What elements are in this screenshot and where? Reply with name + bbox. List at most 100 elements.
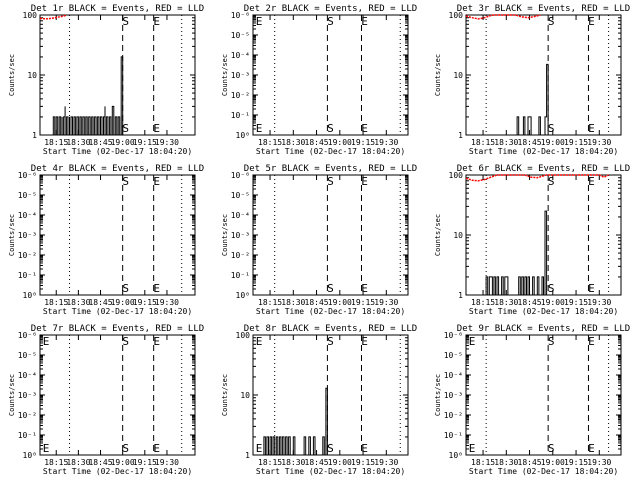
marker-label-bottom: E — [361, 442, 368, 455]
x-tick-label: 19:30 — [374, 138, 398, 147]
y-tick-label: 10⁰ — [449, 451, 463, 460]
y-tick-label: 10⁻⁶ — [231, 11, 250, 20]
marker-label-top: S — [122, 175, 129, 188]
x-tick-label: 19:30 — [374, 458, 398, 467]
y-axis-label: Counts/sec — [434, 54, 442, 96]
panel-title: Det 4r BLACK = Events, RED = LLD — [31, 164, 204, 174]
marker-label-top: E — [153, 335, 160, 348]
x-tick-label: 18:45 — [305, 458, 329, 467]
x-tick-label: 19:15 — [351, 138, 375, 147]
panel-title: Det 6r BLACK = Events, RED = LLD — [457, 164, 630, 174]
x-tick-label: 19:30 — [155, 458, 179, 467]
x-tick-label: 19:00 — [541, 138, 565, 147]
series-events-line — [515, 63, 549, 136]
detector-panel-2: Det 2r BLACK = Events, RED = LLD 10⁰ 10⁻¹ 1… — [221, 4, 417, 156]
x-tick-label: 18:15 — [258, 458, 282, 467]
marker-label-bottom: E — [361, 282, 368, 295]
x-tick-label: 19:30 — [374, 298, 398, 307]
y-tick-label: 10⁻² — [18, 251, 37, 260]
y-axis-label: Counts/sec — [221, 214, 229, 256]
marker-label-bottom: S — [122, 282, 129, 295]
detector-panel-5: Det 5r BLACK = Events, RED = LLD 10⁰ 10⁻¹ 1… — [221, 164, 417, 316]
x-tick-label: 18:30 — [66, 458, 90, 467]
x-tick-label: 18:45 — [305, 138, 329, 147]
x-tick-label: 19:00 — [328, 298, 352, 307]
marker-label-bottom: E — [256, 442, 263, 455]
marker-label-bottom: S — [122, 442, 129, 455]
x-tick-label: 18:30 — [494, 458, 518, 467]
y-axis-label: Counts/sec — [221, 54, 229, 96]
y-tick-label: 10⁻² — [231, 91, 250, 100]
marker-label-top: S — [327, 175, 334, 188]
marker-label-top: E — [256, 15, 263, 28]
y-tick-label: 100 — [449, 11, 464, 20]
panel-title: Det 8r BLACK = Events, RED = LLD — [244, 324, 417, 334]
marker-label-bottom: E — [43, 442, 50, 455]
x-tick-label: 19:00 — [328, 458, 352, 467]
y-tick-label: 10 — [27, 71, 37, 80]
detector-panel-9: Det 9r BLACK = Events, RED = LLD 10⁰ 10⁻¹ 1… — [434, 324, 630, 476]
x-tick-label: 19:30 — [587, 458, 611, 467]
x-tick-label: 19:15 — [351, 458, 375, 467]
x-tick-label: 19:30 — [155, 138, 179, 147]
y-tick-label: 10⁻⁵ — [18, 351, 37, 360]
x-axis-label: Start Time (02-Dec-17 18:04:20) — [43, 467, 192, 476]
x-tick-label: 19:30 — [155, 298, 179, 307]
panel-title: Det 3r BLACK = Events, RED = LLD — [457, 4, 630, 14]
y-tick-label: 10⁻³ — [231, 231, 250, 240]
y-tick-label: 10⁻³ — [18, 391, 37, 400]
x-tick-label: 18:45 — [305, 298, 329, 307]
y-tick-label: 10⁰ — [23, 451, 37, 460]
y-tick-label: 10⁻² — [231, 251, 250, 260]
y-tick-label: 1 — [458, 131, 463, 140]
x-tick-label: 18:15 — [258, 138, 282, 147]
marker-label-top: S — [122, 15, 129, 28]
y-tick-label: 1 — [32, 131, 37, 140]
x-tick-label: 19:30 — [587, 298, 611, 307]
series-events-line — [52, 56, 124, 136]
y-tick-label: 10⁻⁴ — [231, 211, 250, 220]
x-axis-label: Start Time (02-Dec-17 18:04:20) — [469, 147, 618, 156]
x-tick-label: 19:00 — [541, 298, 565, 307]
x-tick-label: 18:45 — [518, 138, 542, 147]
y-tick-label: 10⁻⁶ — [231, 171, 250, 180]
x-tick-label: 19:15 — [133, 298, 157, 307]
x-tick-label: 18:30 — [66, 138, 90, 147]
panel-title: Det 5r BLACK = Events, RED = LLD — [244, 164, 417, 174]
plot-frame — [465, 14, 622, 136]
marker-label-top: S — [548, 15, 555, 28]
marker-label-top: S — [327, 15, 334, 28]
marker-label-top: E — [361, 175, 368, 188]
x-tick-label: 19:00 — [111, 138, 135, 147]
detector-panel-6: Det 6r BLACK = Events, RED = LLD 1 10 100 Co… — [434, 164, 630, 316]
marker-label-bottom: S — [327, 282, 334, 295]
detector-panel-4: Det 4r BLACK = Events, RED = LLD 10⁰ 10⁻¹ 1… — [8, 164, 204, 316]
x-tick-label: 19:15 — [564, 298, 588, 307]
x-tick-label: 19:15 — [564, 458, 588, 467]
x-tick-label: 18:45 — [518, 298, 542, 307]
x-tick-label: 18:15 — [471, 458, 495, 467]
y-tick-label: 10⁻⁶ — [444, 331, 463, 340]
detector-panel-8: Det 8r BLACK = Events, RED = LLD 1 10 100 Co… — [221, 324, 417, 476]
x-tick-label: 19:00 — [541, 458, 565, 467]
marker-label-top: S — [122, 335, 129, 348]
x-axis-label: Start Time (02-Dec-17 18:04:20) — [256, 307, 405, 316]
x-tick-label: 18:30 — [494, 138, 518, 147]
y-tick-label: 10⁰ — [236, 131, 250, 140]
panel-title: Det 7r BLACK = Events, RED = LLD — [31, 324, 204, 334]
marker-label-bottom: E — [588, 442, 595, 455]
marker-label-top: E — [588, 15, 595, 28]
y-tick-label: 10 — [453, 231, 463, 240]
series-events-line — [262, 387, 328, 456]
x-tick-label: 18:45 — [88, 298, 112, 307]
y-tick-label: 10⁻¹ — [444, 431, 463, 440]
y-tick-label: 10⁻⁶ — [18, 331, 37, 340]
marker-label-bottom: E — [153, 282, 160, 295]
y-tick-label: 10⁻⁴ — [18, 211, 37, 220]
y-tick-label: 10⁻² — [18, 411, 37, 420]
x-tick-label: 19:15 — [133, 458, 157, 467]
x-tick-label: 18:30 — [281, 298, 305, 307]
marker-label-top: E — [43, 335, 50, 348]
